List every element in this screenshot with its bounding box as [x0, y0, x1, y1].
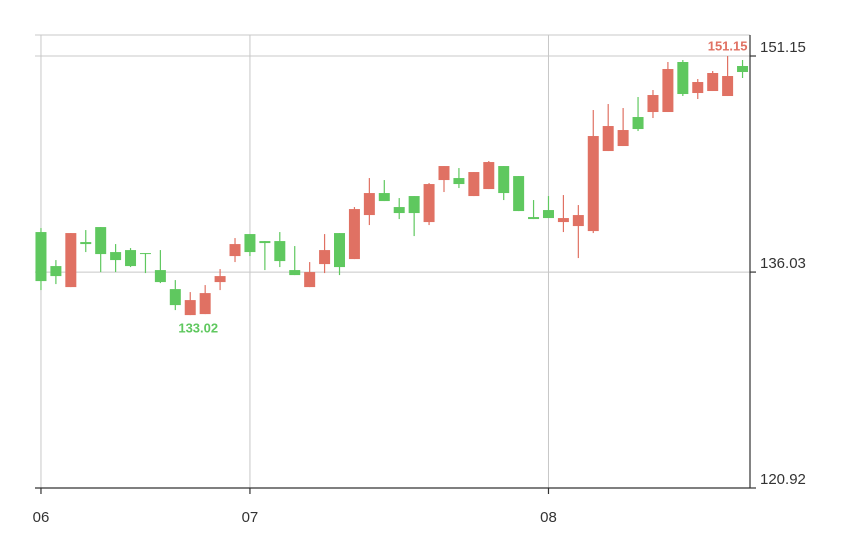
- candle-body: [348, 209, 360, 260]
- candle-body: [423, 184, 435, 223]
- candle-body: [557, 218, 569, 223]
- candle-body: [50, 266, 62, 277]
- candle-body: [229, 244, 241, 257]
- candle-body: [468, 172, 480, 197]
- candle-body: [274, 241, 286, 262]
- candle-body: [169, 289, 181, 306]
- candle-body: [513, 176, 525, 212]
- candle-body: [408, 196, 420, 214]
- y-tick-label: 120.92: [760, 471, 806, 488]
- candle-body: [722, 76, 734, 97]
- candle-body: [244, 234, 256, 253]
- candle-body: [528, 217, 540, 220]
- candle-body: [95, 227, 107, 255]
- candle-body: [125, 250, 137, 267]
- candle-body: [154, 270, 166, 283]
- candle-body: [259, 241, 271, 244]
- candle-body: [483, 162, 495, 190]
- y-tick-label: 136.03: [760, 255, 806, 272]
- candle-body: [498, 166, 510, 194]
- candle-body: [199, 293, 211, 315]
- x-tick-label: 07: [242, 509, 259, 526]
- candle-body: [334, 233, 346, 268]
- candle-body: [707, 73, 719, 92]
- candle-body: [80, 242, 92, 245]
- candle-body: [378, 193, 390, 202]
- candle-body: [110, 252, 122, 261]
- y-tick-label: 151.15: [760, 39, 806, 56]
- min-annotation: 133.02: [178, 321, 218, 336]
- candle-body: [617, 130, 629, 147]
- candle-body: [214, 276, 226, 283]
- candle-body: [319, 250, 331, 265]
- candle-body: [692, 82, 704, 94]
- candle-body: [632, 117, 644, 130]
- candle-body: [737, 66, 749, 73]
- candle-body: [438, 166, 450, 181]
- candle-body: [289, 270, 301, 276]
- candle-body: [572, 215, 584, 227]
- candle-body: [662, 69, 674, 113]
- x-tick-label: 06: [33, 509, 50, 526]
- candle-body: [542, 210, 554, 219]
- candle-body: [304, 272, 316, 288]
- max-annotation: 151.15: [708, 38, 748, 53]
- candle-body: [453, 178, 465, 185]
- candle-body: [65, 233, 77, 288]
- candle-body: [647, 95, 659, 113]
- candle-body: [393, 207, 405, 214]
- candle-body: [587, 136, 599, 232]
- candle-body: [677, 62, 689, 95]
- candle-body: [184, 300, 196, 316]
- candle-body: [363, 193, 375, 216]
- candle-body: [35, 232, 47, 282]
- candle-body: [139, 253, 151, 255]
- candle-body: [602, 126, 614, 152]
- x-tick-label: 08: [540, 509, 557, 526]
